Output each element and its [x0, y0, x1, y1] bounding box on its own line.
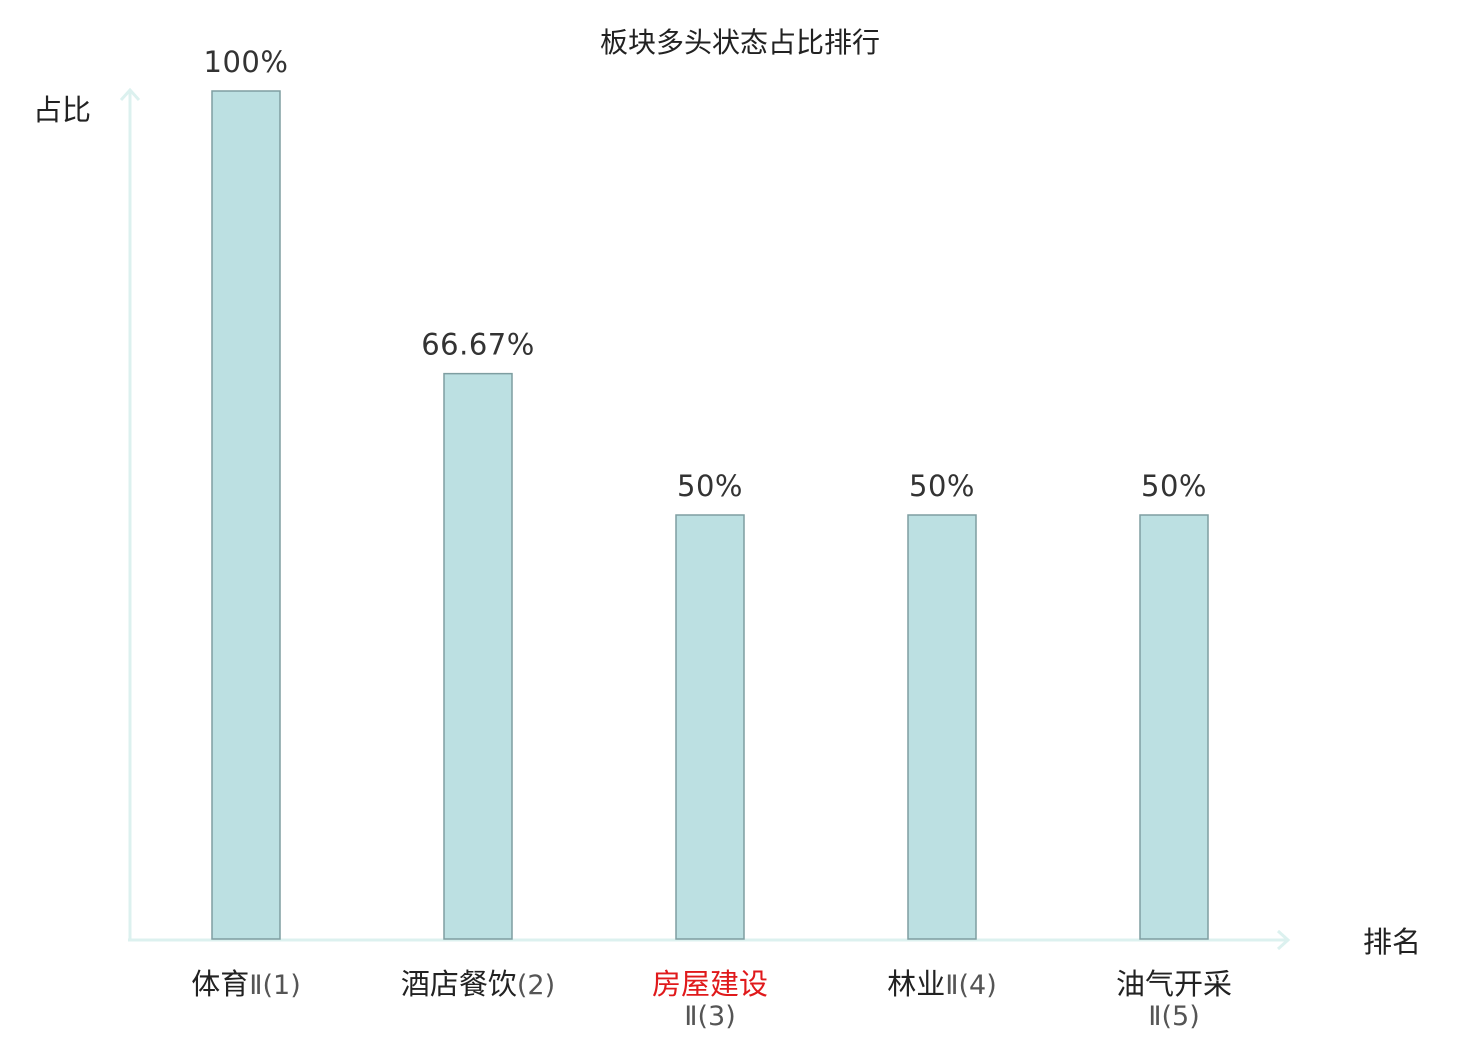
category-tick-label: 房屋建设 Ⅱ(3) [652, 967, 768, 1032]
x-axis-label: 排名 [1363, 925, 1421, 959]
bar-series [211, 90, 1209, 940]
y-axis-label: 占比 [33, 93, 91, 127]
bar [443, 372, 513, 940]
bar-value-label: 100% [204, 45, 289, 79]
bar-value-label: 50% [1141, 469, 1207, 503]
bar [211, 90, 281, 940]
bar-value-label: 50% [677, 469, 743, 503]
chart-title: 板块多头状态占比排行 [600, 26, 880, 59]
category-tick-label: 酒店餐饮(2) [401, 967, 555, 1001]
bar-value-label: 66.67% [421, 328, 535, 362]
category-tick-label: 油气开采 Ⅱ(5) [1116, 967, 1232, 1032]
bar [675, 514, 745, 940]
value-labels: 100% 66.67% 50% 50% 50% [204, 45, 1207, 503]
category-tick-label: 林业Ⅱ(4) [887, 967, 997, 1001]
bar [907, 514, 977, 940]
category-labels: 体育Ⅱ(1) 酒店餐饮(2) 房屋建设 Ⅱ(3) 林业Ⅱ(4) 油气开采 Ⅱ(5) [191, 967, 1232, 1032]
bar [1139, 514, 1209, 940]
category-tick-label: 体育Ⅱ(1) [191, 967, 301, 1001]
bar-value-label: 50% [909, 469, 975, 503]
